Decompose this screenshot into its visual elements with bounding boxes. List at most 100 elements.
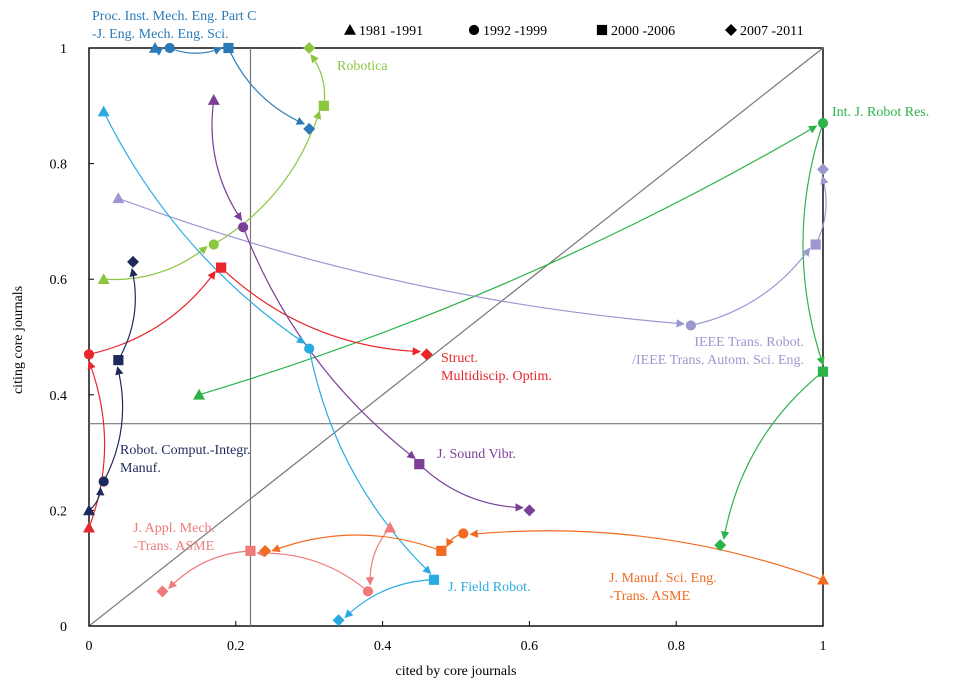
data-point <box>259 544 272 557</box>
legend: 1981 -1991 1992 -1999 2000 -2006 2007 -2011 <box>344 24 804 39</box>
series-label-line: Robot. Comput.-Integr. <box>120 443 251 458</box>
data-point <box>238 222 249 233</box>
data-point <box>193 388 206 400</box>
trajectory-segment <box>271 534 442 553</box>
series-label-line: IEEE Trans. Robot. <box>694 335 804 350</box>
legend-marker <box>725 24 737 36</box>
series-label: Robotica <box>337 59 388 74</box>
data-point <box>149 42 162 53</box>
data-point <box>97 105 110 117</box>
x-axis-title: cited by core journals <box>396 664 517 679</box>
series-label-line: Robotica <box>337 59 388 74</box>
y-tick-label: 0.4 <box>50 389 68 404</box>
legend-label: 2007 -2011 <box>740 24 804 39</box>
y-tick-label: 1 <box>60 42 67 57</box>
series-label-line: J. Appl. Mech. <box>133 521 215 536</box>
data-point <box>207 94 220 105</box>
trajectory-segment <box>87 360 106 528</box>
legend-label: 1981 -1991 <box>359 24 423 39</box>
series-label-line: Proc. Inst. Mech. Eng. Part C <box>92 9 256 24</box>
data-point <box>332 614 345 627</box>
series-label: Struct. Multidiscip. Optim. <box>441 351 552 384</box>
data-point <box>458 528 469 539</box>
trajectories <box>87 46 829 619</box>
series-label-line: J. Field Robot. <box>448 580 530 595</box>
y-tick-label: 0.2 <box>50 504 68 519</box>
data-point <box>216 262 227 273</box>
data-point <box>303 122 316 135</box>
trajectory-segment <box>168 550 251 590</box>
trajectory-segment <box>103 246 208 281</box>
series-label-line: Manuf. <box>120 461 161 476</box>
reference-lines <box>88 47 824 627</box>
trajectory-segment <box>310 54 326 106</box>
markers <box>83 42 829 627</box>
series-label: Int. J. Robot Res. <box>832 105 929 120</box>
trajectory-segment <box>242 226 416 460</box>
data-point <box>817 573 829 585</box>
series-label: J. Sound Vibr. <box>437 447 516 462</box>
data-point <box>83 349 95 360</box>
data-point <box>420 348 433 361</box>
plot-frame <box>88 47 824 627</box>
data-point <box>208 239 219 250</box>
legend-marker <box>344 24 356 35</box>
series-label-line: J. Manuf. Sci. Eng. <box>609 571 717 586</box>
data-point <box>223 42 234 54</box>
legend-label: 2000 -2006 <box>611 24 675 39</box>
y-tick-label: 0.6 <box>50 273 68 288</box>
trajectory-segment <box>117 267 138 361</box>
trajectory-segment <box>256 548 369 592</box>
data-point <box>810 239 821 250</box>
trajectory-segment <box>169 46 223 55</box>
series-label-line: J. Sound Vibr. <box>437 447 516 462</box>
trajectory-segment <box>103 366 124 482</box>
trajectory-segment <box>213 110 322 246</box>
data-point <box>113 355 124 366</box>
trajectory-segment <box>815 175 829 245</box>
y-tick-label: 0.8 <box>50 158 68 173</box>
data-point <box>817 118 829 129</box>
series-label-line: Struct. <box>441 351 478 366</box>
trajectory-segment <box>690 247 811 327</box>
data-point <box>127 255 140 268</box>
series-label: Proc. Inst. Mech. Eng. Part C -J. Eng. Me… <box>92 9 256 42</box>
x-tick-label: 1 <box>820 639 827 654</box>
trajectory-segment <box>227 47 306 125</box>
trajectory-segment <box>198 125 818 396</box>
data-point <box>414 459 425 470</box>
trajectory-segment <box>721 371 824 540</box>
trajectory-segment <box>344 579 434 619</box>
series-label-line: -Trans. ASME <box>609 589 690 604</box>
trajectory-segment <box>802 122 825 366</box>
data-point <box>112 192 125 204</box>
trajectory-segment <box>418 463 524 512</box>
trajectory-segment <box>88 270 216 355</box>
series-label: J. Manuf. Sci. Eng. -Trans. ASME <box>609 571 717 604</box>
data-point <box>245 545 256 556</box>
x-tick-label: 0.6 <box>521 639 539 654</box>
x-tick-label: 0.4 <box>374 639 392 654</box>
y-tick-label: 0 <box>60 620 67 635</box>
diagonal-reference-line <box>88 47 824 627</box>
data-point <box>383 521 396 533</box>
series-label-line: Int. J. Robot Res. <box>832 105 929 120</box>
x-tick-label: 0.8 <box>667 639 685 654</box>
data-point <box>164 42 175 54</box>
legend-marker <box>596 24 608 36</box>
data-point <box>303 42 316 54</box>
plot-area-border <box>88 47 824 627</box>
data-point <box>817 163 829 176</box>
x-tick-label: 0 <box>86 639 93 654</box>
data-point <box>97 273 110 284</box>
data-point <box>156 585 169 598</box>
trajectory-segment <box>220 267 422 356</box>
trajectory-segment <box>88 486 105 511</box>
legend-marker <box>468 24 480 36</box>
series-labels: Proc. Inst. Mech. Eng. Part C -J. Eng. Me… <box>92 9 929 604</box>
data-point <box>685 320 696 331</box>
trajectory-segment <box>211 99 243 222</box>
series-label-line: Multidiscip. Optim. <box>441 369 552 384</box>
trajectory-segment <box>469 529 824 581</box>
